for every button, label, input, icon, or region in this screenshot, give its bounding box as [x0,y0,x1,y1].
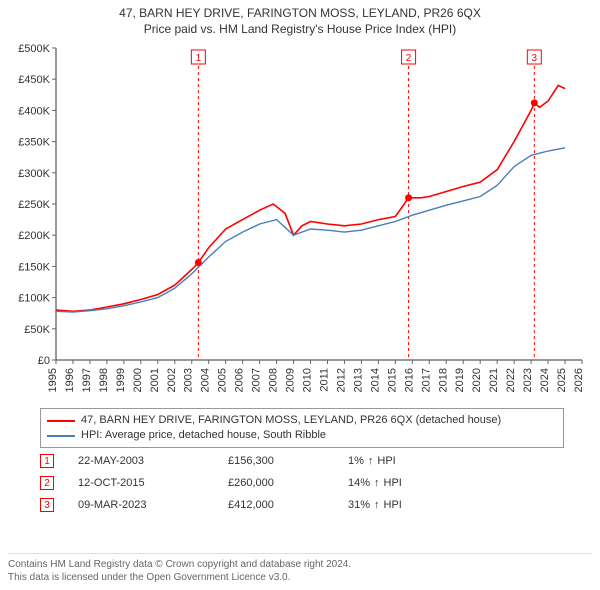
svg-text:3: 3 [532,53,538,64]
svg-text:1996: 1996 [64,368,76,392]
attribution-footer: Contains HM Land Registry data © Crown c… [8,553,592,584]
footer-line-1: Contains HM Land Registry data © Crown c… [8,558,592,571]
arrow-up-icon: ↑ [368,455,374,467]
svg-text:2025: 2025 [556,368,568,392]
sale-badge: 1 [40,454,54,468]
sale-diff: 14%↑HPI [348,477,402,489]
svg-text:2018: 2018 [437,368,449,392]
legend: 47, BARN HEY DRIVE, FARINGTON MOSS, LEYL… [40,408,564,448]
svg-text:2003: 2003 [183,368,195,392]
sale-price: £260,000 [228,477,348,489]
price-chart: £0 £50K £100K £150K £200K £250K £300K £350K £400… [8,40,592,400]
sale-date: 12-OCT-2015 [78,477,228,489]
svg-text:2012: 2012 [335,368,347,392]
sale-diff: 1%↑HPI [348,455,396,467]
legend-swatch-property [47,420,75,422]
svg-text:2000: 2000 [132,368,144,392]
sale-badge: 3 [40,498,54,512]
svg-text:2006: 2006 [234,368,246,392]
svg-text:2002: 2002 [166,368,178,392]
arrow-up-icon: ↑ [374,477,380,489]
svg-text:£350K: £350K [18,137,50,149]
svg-text:2007: 2007 [251,368,263,392]
arrow-up-icon: ↑ [374,499,380,511]
legend-label-hpi: HPI: Average price, detached house, Sout… [81,428,326,443]
svg-text:£450K: £450K [18,74,50,86]
legend-item-property: 47, BARN HEY DRIVE, FARINGTON MOSS, LEYL… [47,413,557,428]
svg-text:2017: 2017 [420,368,432,392]
sale-row: 2 12-OCT-2015 £260,000 14%↑HPI [40,472,564,494]
svg-text:1995: 1995 [47,368,59,392]
footer-line-2: This data is licensed under the Open Gov… [8,571,592,584]
svg-text:£150K: £150K [18,261,50,273]
svg-text:2011: 2011 [318,368,330,392]
svg-text:1997: 1997 [81,368,93,392]
svg-text:£200K: £200K [18,230,50,242]
chart-titles: 47, BARN HEY DRIVE, FARINGTON MOSS, LEYL… [0,0,600,36]
legend-label-property: 47, BARN HEY DRIVE, FARINGTON MOSS, LEYL… [81,413,501,428]
svg-text:1: 1 [196,53,202,64]
title-line-1: 47, BARN HEY DRIVE, FARINGTON MOSS, LEYL… [0,6,600,20]
svg-text:2001: 2001 [149,368,161,392]
sale-date: 09-MAR-2023 [78,499,228,511]
sale-price: £412,000 [228,499,348,511]
svg-text:£400K: £400K [18,105,50,117]
svg-text:£500K: £500K [18,43,50,55]
svg-text:£0: £0 [38,355,50,367]
sale-row: 3 09-MAR-2023 £412,000 31%↑HPI [40,494,564,516]
svg-text:2010: 2010 [302,368,314,392]
sales-list: 1 22-MAY-2003 £156,300 1%↑HPI 2 12-OCT-2… [40,450,564,516]
svg-text:2024: 2024 [539,368,551,392]
sale-badge: 2 [40,476,54,490]
sale-date: 22-MAY-2003 [78,455,228,467]
svg-text:1998: 1998 [98,368,110,392]
svg-text:£250K: £250K [18,199,50,211]
svg-text:£100K: £100K [18,293,50,305]
sale-row: 1 22-MAY-2003 £156,300 1%↑HPI [40,450,564,472]
svg-text:2016: 2016 [403,368,415,392]
svg-text:2020: 2020 [471,368,483,392]
svg-text:£50K: £50K [24,324,50,336]
svg-text:2013: 2013 [352,368,364,392]
svg-text:2021: 2021 [488,368,500,392]
svg-text:£300K: £300K [18,168,50,180]
svg-text:2: 2 [406,53,412,64]
svg-text:2026: 2026 [573,368,585,392]
legend-swatch-hpi [47,435,75,437]
sale-price: £156,300 [228,455,348,467]
svg-text:2004: 2004 [200,368,212,392]
legend-item-hpi: HPI: Average price, detached house, Sout… [47,428,557,443]
sale-diff: 31%↑HPI [348,499,402,511]
svg-text:2023: 2023 [522,368,534,392]
svg-text:1999: 1999 [115,368,127,392]
svg-text:2015: 2015 [386,368,398,392]
svg-text:2008: 2008 [268,368,280,392]
svg-text:2014: 2014 [369,368,381,392]
svg-text:2009: 2009 [285,368,297,392]
title-line-2: Price paid vs. HM Land Registry's House … [0,22,600,36]
svg-text:2005: 2005 [217,368,229,392]
svg-text:2022: 2022 [505,368,517,392]
svg-text:2019: 2019 [454,368,466,392]
